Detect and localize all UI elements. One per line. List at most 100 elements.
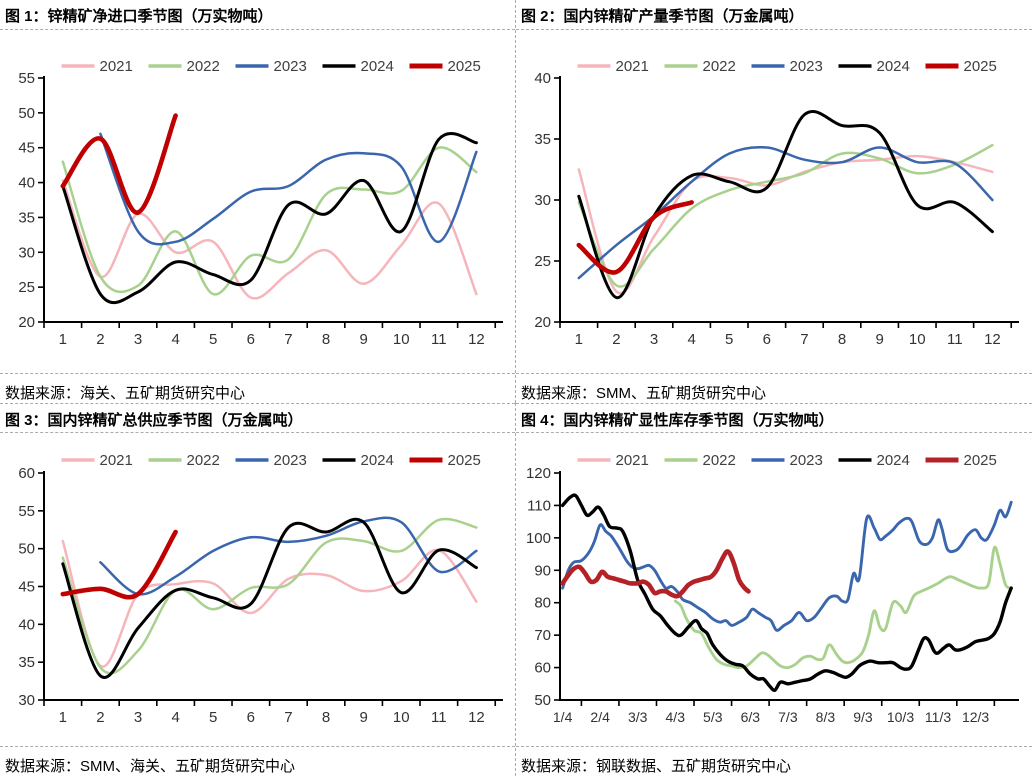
legend-item-2023: 2023 xyxy=(235,58,307,75)
panel-fig3: 图 3：国内锌精矿总供应季节图（万金属吨） 30 35 40 45 50 55 60 1 2 3 4… xyxy=(0,403,515,776)
y-tick-label: 30 xyxy=(18,692,35,709)
series-lines xyxy=(576,110,994,300)
panel-fig1: 图 1：锌精矿净进口季节图（万实物吨） 20 25 30 35 40 45 50 55 1 2 3 4… xyxy=(0,0,515,403)
legend: 2021 2022 2023 2024 2025 xyxy=(61,58,481,75)
legend-item-2021: 2021 xyxy=(577,58,649,75)
x-tick-label: 4/3 xyxy=(666,709,686,725)
x-tick-label: 2/4 xyxy=(590,709,610,725)
legend: 2021 2022 2023 2024 2025 xyxy=(577,58,997,75)
x-tick-label: 9 xyxy=(359,331,367,348)
series-2023-line xyxy=(577,145,994,280)
x-tick-label: 10 xyxy=(393,709,410,726)
x-tick-label: 3 xyxy=(134,331,142,348)
y-axis-ticks: 20 25 30 35 40 45 50 55 xyxy=(18,70,44,331)
x-tick-label: 4 xyxy=(687,331,695,348)
series-lines xyxy=(60,516,478,679)
x-tick-label: 7 xyxy=(284,331,292,348)
legend-label: 2025 xyxy=(448,452,481,469)
x-tick-label: 10 xyxy=(393,331,410,348)
legend-item-2021: 2021 xyxy=(577,452,649,469)
x-axis-ticks: 1 2 3 4 5 6 7 8 9 10 11 12 xyxy=(559,322,1013,348)
legend-item-2022: 2022 xyxy=(148,452,220,469)
series-2025-line xyxy=(560,549,751,599)
legend-label: 2025 xyxy=(964,58,997,75)
y-axis-ticks: 20 25 30 35 40 xyxy=(534,70,560,331)
x-tick-label: 7 xyxy=(284,709,292,726)
y-tick-label: 60 xyxy=(18,465,35,482)
x-tick-label: 11 xyxy=(947,331,963,348)
x-tick-label: 5 xyxy=(209,331,217,348)
axes xyxy=(43,471,503,701)
legend-item-2025: 2025 xyxy=(409,58,481,75)
legend-item-2022: 2022 xyxy=(664,58,736,75)
series-2024-line xyxy=(560,493,1013,693)
legend-label: 2022 xyxy=(703,452,736,469)
legend-item-2025: 2025 xyxy=(409,452,481,469)
x-tick-label: 11/3 xyxy=(925,709,951,725)
x-axis-ticks: 1 2 3 4 5 6 7 8 9 10 11 12 xyxy=(43,700,497,726)
x-tick-label: 7/3 xyxy=(778,709,798,725)
x-axis-ticks: 1/4 2/4 3/3 4/3 5/3 6/3 7/3 8/3 9/3 10/3 11/3 12/3 xyxy=(553,700,996,725)
legend-item-2024: 2024 xyxy=(322,452,394,469)
series-2023-line xyxy=(561,500,1013,632)
y-tick-label: 70 xyxy=(534,627,551,644)
x-tick-label: 3 xyxy=(650,331,658,348)
fig2-chart: 20 25 30 35 40 1 2 3 4 5 6 7 8 9 10 11 12 2021 2022 2023 202… xyxy=(516,30,1032,373)
legend-label: 2021 xyxy=(616,58,649,75)
legend-item-2022: 2022 xyxy=(148,58,220,75)
x-tick-label: 4 xyxy=(171,331,179,348)
y-tick-label: 30 xyxy=(18,244,35,261)
series-2024-line xyxy=(61,132,478,305)
x-axis-ticks: 1 2 3 4 5 6 7 8 9 10 11 12 xyxy=(43,322,497,348)
x-tick-label: 8 xyxy=(322,709,330,726)
x-tick-label: 5/3 xyxy=(703,709,723,725)
x-tick-label: 7 xyxy=(800,331,808,348)
x-tick-label: 5 xyxy=(209,709,217,726)
y-tick-label: 120 xyxy=(526,465,551,482)
legend-item-2021: 2021 xyxy=(61,452,133,469)
y-tick-label: 20 xyxy=(534,314,551,331)
axes xyxy=(559,471,1019,701)
x-tick-label: 1 xyxy=(575,331,583,348)
legend-label: 2021 xyxy=(100,58,133,75)
fig2-source: 数据来源：SMM、五矿期货研究中心 xyxy=(516,373,1032,403)
x-tick-label: 1 xyxy=(59,709,67,726)
x-tick-label: 6 xyxy=(247,331,255,348)
x-tick-label: 10/3 xyxy=(887,709,914,725)
x-tick-label: 1/4 xyxy=(553,709,573,725)
y-tick-label: 110 xyxy=(527,497,551,514)
series-2021-line xyxy=(61,539,478,668)
y-tick-label: 35 xyxy=(18,209,35,226)
y-tick-label: 90 xyxy=(534,562,551,579)
x-tick-label: 6/3 xyxy=(741,709,761,725)
legend-label: 2022 xyxy=(187,58,220,75)
fig2-title: 图 2：国内锌精矿产量季节图（万金属吨） xyxy=(516,0,1032,30)
legend-label: 2024 xyxy=(361,452,394,469)
y-tick-label: 50 xyxy=(18,105,35,122)
fig4-chart: 50 60 70 80 90 100 110 120 1/4 2/4 3/3 4/3 5/3 6/3 7/3… xyxy=(516,433,1032,746)
panel-fig4: 图 4：国内锌精矿显性库存季节图（万实物吨） 50 60 70 80 90 100 110 1… xyxy=(515,403,1032,776)
y-tick-label: 45 xyxy=(18,140,35,157)
x-tick-label: 6 xyxy=(763,331,771,348)
series-2024-line xyxy=(577,110,994,300)
y-tick-label: 40 xyxy=(18,175,35,192)
series-2023-line xyxy=(99,516,478,596)
y-tick-label: 30 xyxy=(534,192,551,209)
x-tick-label: 11 xyxy=(431,331,447,348)
y-tick-label: 20 xyxy=(18,314,35,331)
x-tick-label: 10 xyxy=(909,331,926,348)
legend-item-2025: 2025 xyxy=(925,452,997,469)
series-lines xyxy=(560,493,1013,693)
legend-label: 2024 xyxy=(877,452,910,469)
panel-fig2: 图 2：国内锌精矿产量季节图（万金属吨） 20 25 30 35 40 1 2 3 4 5 6 7 8 9… xyxy=(515,0,1032,403)
legend-item-2024: 2024 xyxy=(838,452,910,469)
y-tick-label: 55 xyxy=(18,503,35,520)
y-tick-label: 80 xyxy=(534,595,551,612)
series-2023-line xyxy=(99,132,478,246)
series-2025-line xyxy=(60,113,178,215)
legend-item-2021: 2021 xyxy=(61,58,133,75)
y-axis-ticks: 50 60 70 80 90 100 110 120 xyxy=(526,465,560,709)
